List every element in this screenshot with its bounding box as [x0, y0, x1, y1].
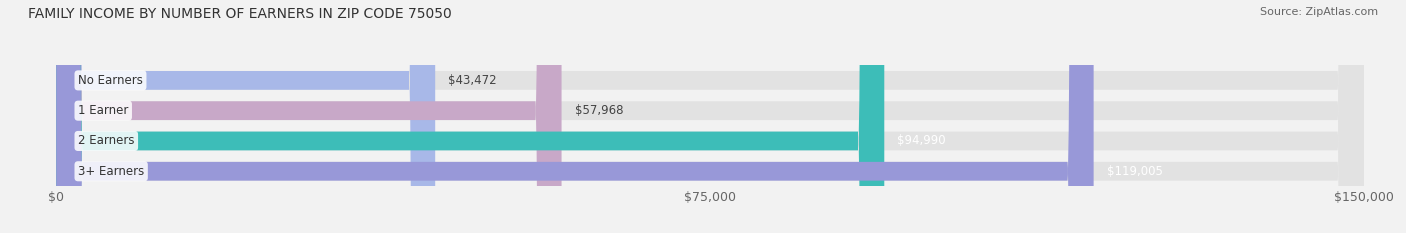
Text: $43,472: $43,472	[449, 74, 496, 87]
Text: 3+ Earners: 3+ Earners	[79, 165, 145, 178]
FancyBboxPatch shape	[56, 0, 561, 233]
Text: $57,968: $57,968	[575, 104, 623, 117]
FancyBboxPatch shape	[56, 0, 436, 233]
Text: 1 Earner: 1 Earner	[79, 104, 128, 117]
FancyBboxPatch shape	[56, 0, 1364, 233]
Text: Source: ZipAtlas.com: Source: ZipAtlas.com	[1260, 7, 1378, 17]
FancyBboxPatch shape	[56, 0, 1364, 233]
Text: $119,005: $119,005	[1107, 165, 1163, 178]
FancyBboxPatch shape	[56, 0, 1364, 233]
Text: 2 Earners: 2 Earners	[79, 134, 135, 147]
FancyBboxPatch shape	[56, 0, 884, 233]
Text: $94,990: $94,990	[897, 134, 946, 147]
FancyBboxPatch shape	[56, 0, 1364, 233]
FancyBboxPatch shape	[56, 0, 1094, 233]
Text: No Earners: No Earners	[79, 74, 143, 87]
Text: FAMILY INCOME BY NUMBER OF EARNERS IN ZIP CODE 75050: FAMILY INCOME BY NUMBER OF EARNERS IN ZI…	[28, 7, 451, 21]
